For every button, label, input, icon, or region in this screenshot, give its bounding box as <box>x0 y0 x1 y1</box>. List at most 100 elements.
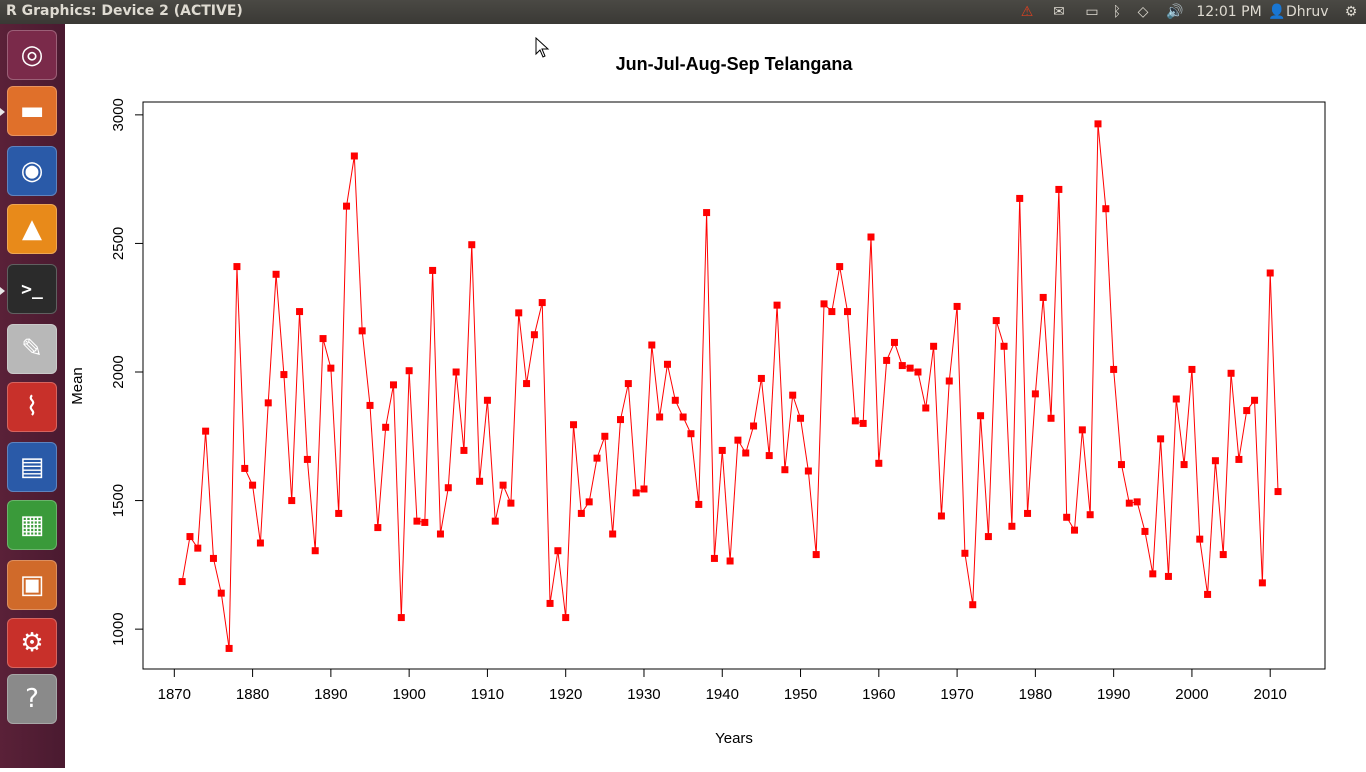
series-segment <box>1136 501 1146 532</box>
data-point <box>1008 522 1016 530</box>
launcher-libreoffice-impress-icon[interactable]: ▣ <box>7 560 57 610</box>
data-point <box>765 452 773 460</box>
series-segment <box>596 436 606 459</box>
data-point <box>1196 535 1204 543</box>
series-segment <box>847 311 856 421</box>
x-tick-label: 2010 <box>1254 686 1287 703</box>
launcher-firefox-icon[interactable]: ◉ <box>7 146 57 196</box>
series-segment <box>1089 123 1099 515</box>
data-point <box>523 380 531 388</box>
data-point <box>530 331 538 339</box>
data-point <box>1086 511 1094 519</box>
user-name[interactable]: Dhruv <box>1286 4 1329 20</box>
series-segment <box>768 305 778 456</box>
series-segment <box>627 383 637 493</box>
series-segment <box>1160 438 1169 577</box>
series-segment <box>1214 460 1224 555</box>
series-segment <box>870 236 880 464</box>
launcher-text-editor-icon[interactable]: ✎ <box>7 324 57 374</box>
series-segment <box>557 550 567 618</box>
data-point <box>249 481 257 489</box>
data-point <box>1055 185 1063 193</box>
series-segment <box>283 374 293 501</box>
data-point <box>726 557 734 565</box>
x-tick-label: 1880 <box>236 686 269 703</box>
line-chart: Jun-Jul-Aug-Sep Telangana Years Mean 187… <box>69 54 1326 747</box>
data-point <box>1180 461 1188 469</box>
series-segment <box>933 346 942 517</box>
launcher-system-settings-icon[interactable]: ⚙ <box>7 618 57 668</box>
data-point <box>977 412 985 420</box>
data-point <box>358 327 366 335</box>
data-point <box>640 485 648 493</box>
volume-icon[interactable]: 🔊 <box>1166 4 1184 20</box>
data-point <box>867 233 875 241</box>
x-tick-label: 1910 <box>471 686 504 703</box>
data-point <box>961 549 969 557</box>
series-segment <box>549 550 559 604</box>
series-segment <box>807 470 817 555</box>
data-point <box>1078 426 1086 434</box>
series-segment <box>510 312 520 504</box>
data-point <box>1117 461 1125 469</box>
series-segment <box>1238 410 1248 460</box>
x-axis-label: Years <box>715 730 753 747</box>
mail-icon[interactable]: ✉ <box>1053 4 1065 20</box>
launcher-libreoffice-writer-icon[interactable]: ▤ <box>7 442 57 492</box>
warning-icon[interactable]: ⚠ <box>1020 4 1034 20</box>
data-point <box>483 396 491 404</box>
data-point <box>828 308 836 316</box>
series-segment <box>1199 539 1209 595</box>
series-segment <box>1105 208 1115 370</box>
series-segment <box>306 459 316 551</box>
series-segment <box>964 553 974 605</box>
launcher-vlc-icon[interactable]: ▲ <box>7 204 57 254</box>
series-segment <box>620 383 629 420</box>
x-tick-label: 1900 <box>392 686 425 703</box>
series-line <box>181 123 1279 649</box>
data-point <box>1227 369 1235 377</box>
series-segment <box>760 378 770 456</box>
running-indicator <box>0 287 5 295</box>
series-segment <box>1081 429 1091 515</box>
data-point <box>750 422 758 430</box>
series-segment <box>361 330 371 406</box>
data-point <box>1000 342 1008 350</box>
wifi-icon[interactable]: ◇ <box>1137 4 1149 20</box>
top-panel: R Graphics: Device 2 (ACTIVE) ⚠ ✉ ▭ ᛒ ◇ … <box>0 0 1366 24</box>
launcher-libreoffice-calc-icon[interactable]: ▦ <box>7 500 57 550</box>
series-segment <box>1027 393 1036 514</box>
data-point <box>781 466 789 474</box>
chart-title: Jun-Jul-Aug-Sep Telangana <box>616 54 854 74</box>
data-point <box>1149 570 1157 578</box>
x-tick-label: 1890 <box>314 686 347 703</box>
data-point <box>937 512 945 520</box>
series-segment <box>1167 398 1177 577</box>
series-segment <box>486 400 496 522</box>
series-segment <box>220 593 230 649</box>
launcher-ubuntu-dash-icon[interactable]: ◎ <box>7 30 57 80</box>
data-point <box>773 301 781 309</box>
system-gear-icon[interactable]: ⚙ <box>1344 4 1358 20</box>
launcher-terminal-icon[interactable]: >_ <box>7 264 57 314</box>
series-segment <box>713 450 723 559</box>
data-point <box>319 335 327 343</box>
series-segment <box>839 266 848 312</box>
series-segment <box>1191 369 1201 540</box>
clock[interactable]: 12:01 PM <box>1196 4 1262 20</box>
series-segment <box>346 155 355 207</box>
launcher-files-icon[interactable]: ▬ <box>7 86 57 136</box>
battery-icon[interactable]: ▭ <box>1085 4 1099 20</box>
series-segment <box>784 395 794 470</box>
data-point <box>374 524 382 532</box>
data-point <box>930 342 938 350</box>
data-point <box>1211 457 1219 465</box>
bluetooth-icon[interactable]: ᛒ <box>1112 4 1122 20</box>
y-axis-label: Mean <box>69 367 86 405</box>
series-segment <box>1011 198 1021 527</box>
launcher-document-viewer-icon[interactable]: ⌇ <box>7 382 57 432</box>
data-point <box>460 446 468 454</box>
data-point <box>734 436 742 444</box>
launcher-help-icon[interactable]: ? <box>7 674 57 724</box>
series-segment <box>1254 400 1263 583</box>
